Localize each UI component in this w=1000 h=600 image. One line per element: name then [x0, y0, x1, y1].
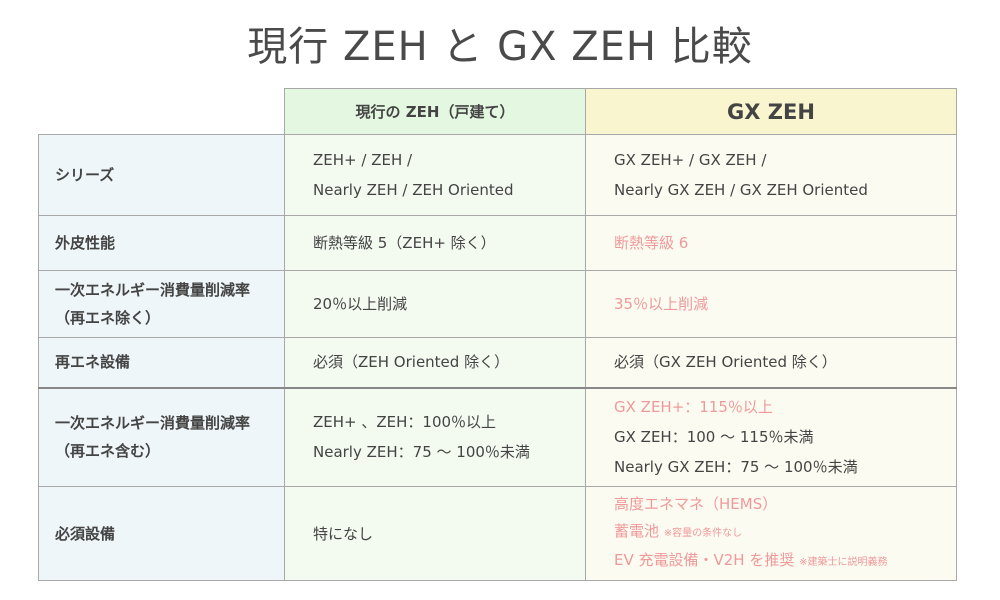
cell-text: 蓄電池	[614, 522, 660, 540]
row-label: 外皮性能	[38, 215, 285, 271]
cell-line: 蓄電池 ※容量の条件なし	[614, 518, 956, 547]
cell-line: Nearly GX ZEH / GX ZEH Oriented	[614, 175, 956, 205]
cell-line: 必須（ZEH Oriented 除く）	[313, 347, 585, 377]
row-label-line: シリーズ	[55, 166, 115, 184]
cell-text: GX ZEH+：115％以上	[614, 398, 773, 417]
cell-line: 35％以上削減	[614, 289, 956, 319]
page-title: 現行 ZEH と GX ZEH 比較	[247, 24, 753, 70]
row-label-line: 再エネ設備	[55, 353, 131, 372]
gx-cell: 高度エネマネ（HEMS） 蓄電池 ※容量の条件なし EV 充電設備・V2H を推奨 …	[585, 486, 957, 581]
header-current-zeh: 現行の ZEH（戸建て）	[284, 88, 586, 135]
cell-line: ZEH+ / ZEH /	[313, 145, 585, 175]
cell-line: Nearly ZEH：75 〜 100％未満	[313, 437, 585, 467]
cell-text: 必須（GX ZEH Oriented 除く）	[614, 353, 837, 372]
table-row: 外皮性能 断熱等級 5（ZEH+ 除く） 断熱等級 6	[38, 215, 957, 271]
current-cell: ZEH+ 、ZEH：100％以上 Nearly ZEH：75 〜 100％未満	[284, 386, 586, 487]
row-label-line: 必須設備	[55, 524, 116, 543]
current-cell: 20％以上削減	[284, 270, 586, 338]
cell-line: EV 充電設備・V2H を推奨 ※建築士に説明義務	[614, 547, 956, 576]
gx-cell: 断熱等級 6	[585, 215, 957, 271]
row-label-line: （再エネ除く）	[55, 309, 161, 327]
table-row: 再エネ設備 必須（ZEH Oriented 除く） 必須（GX ZEH Orient…	[38, 337, 957, 388]
cell-text: 断熱等級 5（ZEH+ 除く）	[313, 234, 496, 252]
cell-text: Nearly ZEH：75 〜 100％未満	[313, 443, 530, 462]
gx-cell: GX ZEH+ / GX ZEH / Nearly GX ZEH / GX ZEH…	[585, 134, 957, 216]
row-label: 一次エネルギー消費量削減率 （再エネ含む）	[38, 386, 285, 487]
cell-text: 高度エネマネ（HEMS）	[614, 495, 778, 513]
row-label-line: 外皮性能	[55, 234, 116, 252]
gx-cell: GX ZEH+：115％以上 GX ZEH：100 〜 115％未満 Nearly …	[585, 386, 957, 487]
row-label-line: （再エネ含む）	[55, 442, 161, 461]
cell-line: Nearly ZEH / ZEH Oriented	[313, 175, 585, 205]
cell-text: 35％以上削減	[614, 295, 709, 313]
row-label-line: 一次エネルギー消費量削減率	[55, 414, 251, 433]
cell-text: EV 充電設備・V2H を推奨	[614, 551, 795, 569]
row-label: 再エネ設備	[38, 337, 285, 388]
cell-note: ※容量の条件なし	[663, 528, 743, 539]
cell-line: 必須（GX ZEH Oriented 除く）	[614, 347, 956, 377]
header-gx-zeh: GX ZEH	[585, 88, 957, 135]
cell-line: 特になし	[313, 519, 585, 549]
cell-line: Nearly GX ZEH：75 〜 100％未満	[614, 452, 956, 482]
row-label: 一次エネルギー消費量削減率 （再エネ除く）	[38, 270, 285, 338]
cell-text: GX ZEH：100 〜 115％未満	[614, 428, 814, 447]
cell-text: 必須（ZEH Oriented 除く）	[313, 353, 510, 372]
current-cell: 断熱等級 5（ZEH+ 除く）	[284, 215, 586, 271]
cell-line: 断熱等級 5（ZEH+ 除く）	[313, 228, 585, 258]
cell-line: GX ZEH+：115％以上	[614, 392, 956, 422]
row-label: シリーズ	[38, 134, 285, 216]
table-row: 必須設備 特になし 高度エネマネ（HEMS） 蓄電池 ※容量の条件なし EV 充電設備・…	[38, 486, 957, 581]
gx-cell: 必須（GX ZEH Oriented 除く）	[585, 337, 957, 388]
table-row: シリーズ ZEH+ / ZEH / Nearly ZEH / ZEH Oriente…	[38, 134, 957, 216]
comparison-table: 現行の ZEH（戸建て） GX ZEH シリーズ ZEH+ / ZEH / Near…	[38, 88, 957, 581]
cell-text: GX ZEH+ / GX ZEH /	[614, 151, 767, 169]
current-cell: 特になし	[284, 486, 586, 581]
cell-text: 20％以上削減	[313, 295, 408, 313]
table-row: 一次エネルギー消費量削減率 （再エネ除く） 20％以上削減 35％以上削減	[38, 270, 957, 338]
table-row: 一次エネルギー消費量削減率 （再エネ含む） ZEH+ 、ZEH：100％以上 Near…	[38, 386, 957, 487]
cell-text: ZEH+ / ZEH /	[313, 151, 413, 169]
cell-note: ※建築士に説明義務	[799, 557, 888, 568]
gx-cell: 35％以上削減	[585, 270, 957, 338]
row-label: 必須設備	[38, 486, 285, 581]
cell-text: Nearly ZEH / ZEH Oriented	[313, 181, 514, 199]
cell-text: 断熱等級 6	[614, 234, 689, 252]
cell-text: Nearly GX ZEH：75 〜 100％未満	[614, 458, 858, 477]
cell-line: 断熱等級 6	[614, 228, 956, 258]
cell-text: Nearly GX ZEH / GX ZEH Oriented	[614, 181, 868, 199]
cell-line: GX ZEH+ / GX ZEH /	[614, 145, 956, 175]
current-cell: ZEH+ / ZEH / Nearly ZEH / ZEH Oriented	[284, 134, 586, 216]
cell-line: 20％以上削減	[313, 289, 585, 319]
row-label-line: 一次エネルギー消費量削減率	[55, 281, 251, 299]
cell-text: ZEH+ 、ZEH：100％以上	[313, 413, 497, 432]
cell-line: GX ZEH：100 〜 115％未満	[614, 422, 956, 452]
corner-cell	[38, 88, 285, 135]
cell-text: 特になし	[313, 524, 374, 543]
cell-line: 高度エネマネ（HEMS）	[614, 491, 956, 518]
cell-line: ZEH+ 、ZEH：100％以上	[313, 407, 585, 437]
current-cell: 必須（ZEH Oriented 除く）	[284, 337, 586, 388]
